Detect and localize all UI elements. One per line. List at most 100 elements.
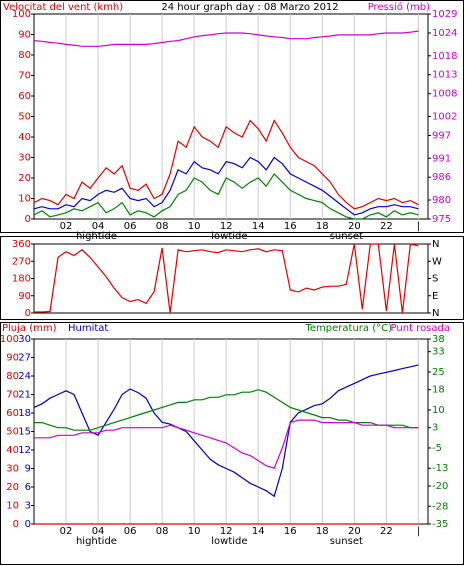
annotation: sunset	[330, 231, 363, 242]
y2-tick-label: 997	[432, 130, 451, 141]
series-line	[33, 156, 419, 216]
y2-tick-label: -13	[432, 463, 448, 474]
y-tick-label: 80	[6, 371, 19, 382]
y3-tick-label: 3	[25, 501, 31, 512]
y3-tick-label: 12	[18, 445, 31, 456]
legend-entry: Pluja (mm)	[2, 323, 57, 334]
x-tick-label: 08	[156, 221, 169, 232]
y-tick-label: 100	[12, 9, 31, 20]
y-tick-label: 60	[6, 408, 19, 419]
series-line	[33, 30, 419, 47]
y2-tick-label: 25	[432, 367, 445, 378]
y-tick-label: 30	[18, 153, 31, 164]
annotation: sunset	[330, 536, 363, 547]
y3-tick-label: 27	[18, 353, 31, 364]
y-tick-label: 70	[18, 71, 31, 82]
y2-tick-label: W	[432, 256, 442, 267]
annotation: lowtide	[211, 536, 247, 547]
y2-tick-label: 1018	[432, 51, 457, 62]
y-tick-label: 0	[25, 308, 31, 319]
y-tick-label: 40	[18, 132, 31, 143]
y-tick-label: 180	[12, 274, 31, 285]
annotation: hightide	[76, 231, 117, 242]
x-tick-label: 04	[92, 221, 105, 232]
y-tick-label: 0	[13, 519, 19, 530]
annotation: hightide	[76, 536, 117, 547]
y-tick-label: 30	[6, 464, 19, 475]
y3-tick-label: 24	[18, 371, 31, 382]
x-tick-label: 16	[284, 221, 297, 232]
y-tick-label: 80	[18, 50, 31, 61]
y-tick-label: 360	[12, 239, 31, 250]
y3-tick-label: 18	[18, 408, 31, 419]
x-tick-label: 20	[348, 221, 361, 232]
y-tick-label: 50	[18, 112, 31, 123]
x-tick-label: 22	[380, 526, 393, 537]
y2-tick-label: 975	[432, 214, 451, 225]
x-tick-label: 16	[284, 526, 297, 537]
y-tick-label: 10	[6, 501, 19, 512]
x-tick-label: 20	[348, 526, 361, 537]
series-line	[34, 243, 419, 314]
y-tick-label: 20	[18, 173, 31, 184]
x-tick-label: 10	[188, 526, 201, 537]
y-tick-label: 50	[6, 427, 19, 438]
x-tick-label: 12	[220, 526, 233, 537]
legend-entry: Humitat	[68, 323, 108, 334]
y2-tick-label: 38	[432, 334, 445, 345]
x-tick-label: |	[417, 526, 420, 537]
x-tick-label: 18	[316, 526, 329, 537]
y2-tick-label: 3	[432, 423, 438, 434]
x-tick-label: 18	[316, 221, 329, 232]
y-tick-label: 90	[18, 291, 31, 302]
chart-title: 24 hour graph day : 08 Marzo 2012	[161, 2, 338, 13]
y2-tick-label: S	[432, 274, 438, 285]
y2-tick-label: 1024	[432, 28, 457, 39]
y2-tick-label: 986	[432, 172, 451, 183]
y2-tick-label: -5	[432, 443, 442, 454]
y2-tick-label: 18	[432, 385, 445, 396]
y3-tick-label: 9	[25, 464, 31, 475]
y2-tick-label: 33	[432, 347, 445, 358]
y-tick-label: 0	[25, 214, 31, 225]
y-tick-label: 40	[6, 445, 19, 456]
y2-tick-label: 1013	[432, 70, 457, 81]
y3-tick-label: 6	[25, 482, 31, 493]
x-tick-label: 06	[124, 526, 137, 537]
y2-tick-label: -20	[432, 481, 448, 492]
y2-tick-label: 991	[432, 153, 451, 164]
y-tick-label: 10	[18, 194, 31, 205]
y-tick-label: 270	[12, 256, 31, 267]
x-tick-label: 14	[252, 526, 265, 537]
y-axis-label: Velocitat del vent (kmh)	[3, 2, 123, 13]
y2-tick-label: N	[432, 308, 439, 319]
y3-tick-label: 30	[18, 334, 31, 345]
y3-tick-label: 21	[18, 390, 31, 401]
plot-area	[33, 13, 429, 220]
y-tick-label: 90	[6, 353, 19, 364]
y2-tick-label: 1008	[432, 89, 457, 100]
legend-entry: Punt rosada	[391, 323, 450, 334]
y2-axis-label: Pressió (mb)	[368, 1, 430, 13]
x-tick-label: 12	[220, 221, 233, 232]
series-line	[33, 119, 419, 210]
x-tick-label: 10	[188, 221, 201, 232]
y2-tick-label: 1002	[432, 112, 457, 123]
y2-tick-label: 980	[432, 195, 451, 206]
y-tick-label: 100	[0, 334, 19, 345]
series-line	[33, 364, 419, 498]
x-tick-label: 22	[380, 221, 393, 232]
x-tick-label: 06	[124, 221, 137, 232]
y2-tick-label: 10	[432, 405, 445, 416]
y2-tick-label: E	[432, 291, 438, 302]
plot-area	[33, 243, 429, 314]
series-line	[34, 419, 419, 469]
series-line	[33, 172, 419, 220]
legend-entry: Temperatura (°C)	[304, 323, 392, 334]
y-tick-label: 70	[6, 390, 19, 401]
y2-tick-label: N	[432, 239, 439, 250]
x-tick-label: 04	[92, 526, 105, 537]
x-tick-label: 02	[60, 221, 73, 232]
plot-area	[33, 338, 429, 525]
